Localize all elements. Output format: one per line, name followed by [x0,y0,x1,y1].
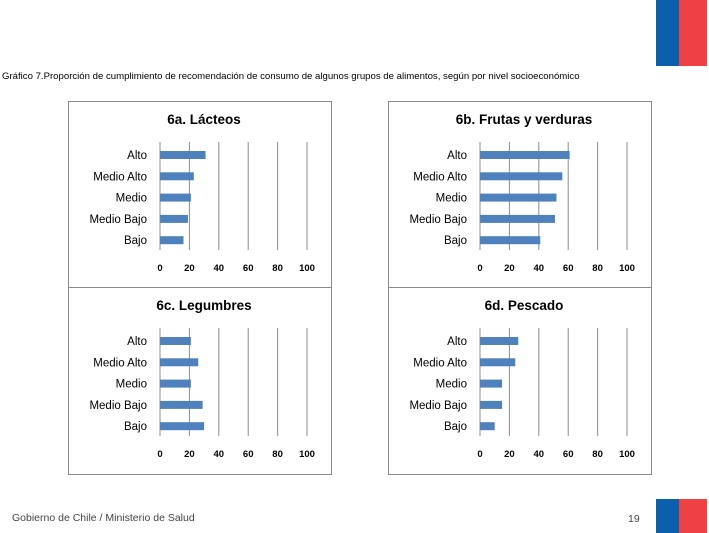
x-tick-label: 40 [534,449,545,460]
chart-svg: 6b. Frutas y verduras Alto Medio Alto Medio… [409,112,635,274]
bar [160,236,184,245]
category-label: Medio Alto [413,171,467,183]
category-label: Medio Bajo [89,214,147,226]
bar [160,214,188,223]
x-tick-label: 80 [272,263,283,274]
bar [160,422,205,431]
x-tick-label: 100 [299,449,315,460]
bar [480,214,555,223]
x-tick-label: 20 [184,449,195,460]
x-tick-label: 100 [619,263,635,274]
category-label: Bajo [124,235,147,247]
footer-text: Gobierno de Chile / Ministerio de Salud [12,512,195,524]
chart-pescado: 6d. Pescado Alto Medio Alto Medio Medio Bajo… [388,287,652,475]
chart-title: 6a. Lácteos [167,112,241,127]
category-label: Medio [436,193,467,205]
bar [160,151,206,159]
bar [480,379,503,388]
bar [480,400,503,409]
x-tick-label: 100 [619,449,635,460]
bar [160,337,191,345]
bar [160,193,191,202]
chart-svg: 6d. Pescado Alto Medio Alto Medio Medio Bajo… [409,298,635,460]
x-tick-label: 20 [184,263,195,274]
chile-flag-stripe-bottom [656,499,707,533]
chile-flag-stripe-top [656,0,707,66]
x-tick-label: 20 [504,263,515,274]
category-label: Medio Alto [413,357,467,369]
flag-red-block [679,499,707,533]
category-label: Medio Bajo [89,400,147,412]
category-label: Medio [116,193,147,205]
chart-svg: 6c. Legumbres Alto Medio Alto Medio Medio Ba… [89,298,315,460]
x-tick-label: 40 [534,263,545,274]
bar [160,358,199,367]
chart-title: 6c. Legumbres [156,298,251,313]
x-tick-label: 60 [563,263,574,274]
page-title: Gráfico 7.Proporción de cumplimiento de … [2,71,580,82]
x-tick-label: 0 [477,263,482,274]
chart-frutas-verduras: 6b. Frutas y verduras Alto Medio Alto Medio… [388,101,652,289]
bar [480,358,516,367]
category-label: Alto [127,336,147,348]
x-tick-label: 40 [214,263,225,274]
category-label: Bajo [124,421,147,433]
bar [160,400,203,409]
x-tick-label: 0 [157,263,162,274]
page-number: 19 [628,513,640,525]
category-label: Alto [447,150,467,162]
category-label: Medio [116,379,147,391]
bar [480,193,557,202]
x-tick-label: 60 [563,449,574,460]
x-tick-label: 0 [157,449,162,460]
category-label: Bajo [444,235,467,247]
category-label: Medio Alto [93,171,147,183]
bar [480,337,519,345]
chart-legumbres: 6c. Legumbres Alto Medio Alto Medio Medio Ba… [68,287,332,475]
flag-blue-block [656,0,679,66]
category-label: Medio Alto [93,357,147,369]
x-tick-label: 100 [299,263,315,274]
x-tick-label: 60 [243,449,254,460]
x-tick-label: 0 [477,449,482,460]
bar [480,172,563,181]
x-tick-label: 60 [243,263,254,274]
bar [480,151,570,159]
x-tick-label: 80 [592,263,603,274]
bar [480,236,541,245]
bar [480,422,495,431]
x-tick-label: 20 [504,449,515,460]
x-tick-label: 80 [272,449,283,460]
x-tick-label: 80 [592,449,603,460]
category-label: Medio [436,379,467,391]
flag-red-block [679,0,707,66]
category-label: Medio Bajo [409,400,467,412]
category-label: Alto [447,336,467,348]
chart-title: 6d. Pescado [485,298,564,313]
category-label: Medio Bajo [409,214,467,226]
chart-lacteos: 6a. Lácteos Alto Medio Alto Medio Medio Bajo… [68,101,332,289]
category-label: Bajo [444,421,467,433]
chart-svg: 6a. Lácteos Alto Medio Alto Medio Medio Bajo… [89,112,315,274]
chart-title: 6b. Frutas y verduras [456,112,593,127]
bar [160,172,194,181]
x-tick-label: 40 [214,449,225,460]
bar [160,379,191,388]
flag-blue-block [656,499,679,533]
category-label: Alto [127,150,147,162]
